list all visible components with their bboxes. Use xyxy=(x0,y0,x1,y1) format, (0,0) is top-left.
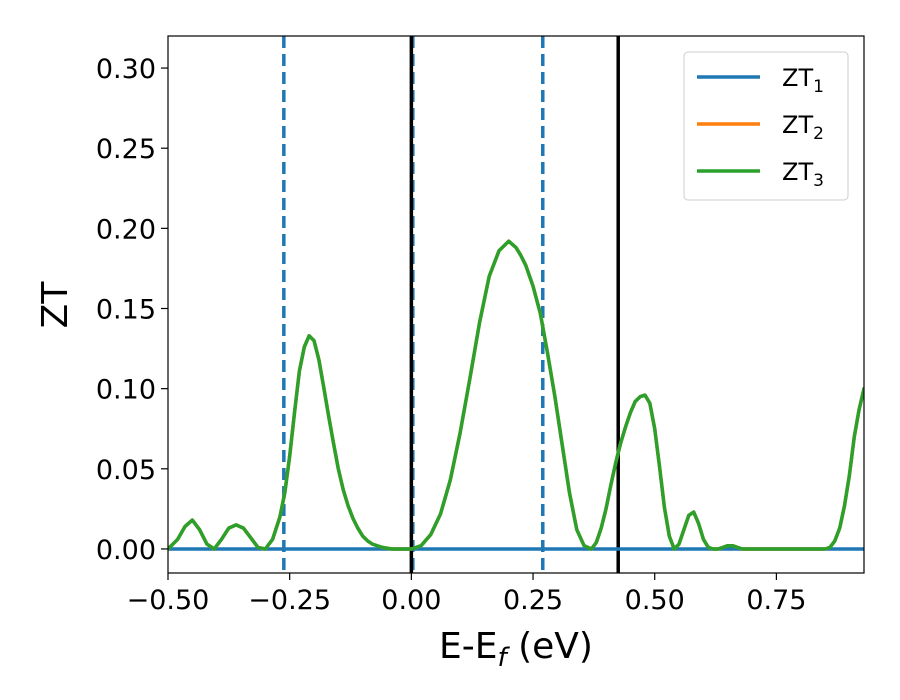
x-tick-label: 0.75 xyxy=(746,585,806,616)
y-tick-label: 0.05 xyxy=(96,455,156,486)
legend-label-zt2: ZT2 xyxy=(782,111,824,144)
x-tick-label: −0.25 xyxy=(248,585,331,616)
y-tick-label: 0.15 xyxy=(96,295,156,326)
x-tick-label: 0.25 xyxy=(503,585,563,616)
legend-label-zt3: ZT3 xyxy=(782,158,824,191)
y-tick-label: 0.25 xyxy=(96,134,156,165)
series-lines xyxy=(168,239,864,551)
legend-box xyxy=(683,51,849,201)
x-tick-label: 0.50 xyxy=(625,585,685,616)
x-tick-label: 0.00 xyxy=(381,585,441,616)
x-tick-label: −0.50 xyxy=(127,585,210,616)
legend: ZT1 ZT2 ZT3 xyxy=(683,51,849,201)
legend-label-zt1: ZT1 xyxy=(782,64,824,97)
x-axis-label-unit: (eV) xyxy=(507,626,593,667)
series-line-zt3 xyxy=(168,239,864,551)
y-axis-label: ZT xyxy=(35,281,76,329)
plot-frame xyxy=(167,35,865,574)
y-tick-label: 0.00 xyxy=(96,535,156,566)
x-axis-ticks: −0.50 −0.25 0.00 0.25 0.50 0.75 xyxy=(127,573,806,616)
y-axis-ticks: 0.00 0.05 0.10 0.15 0.20 0.25 0.30 xyxy=(96,54,168,566)
reference-lines xyxy=(282,36,620,573)
x-axis-label-main: E-E xyxy=(439,626,497,667)
y-tick-label: 0.20 xyxy=(96,214,156,245)
y-tick-label: 0.30 xyxy=(96,54,156,85)
x-axis-label: E-Ef (eV) xyxy=(439,626,593,673)
y-tick-label: 0.10 xyxy=(96,375,156,406)
